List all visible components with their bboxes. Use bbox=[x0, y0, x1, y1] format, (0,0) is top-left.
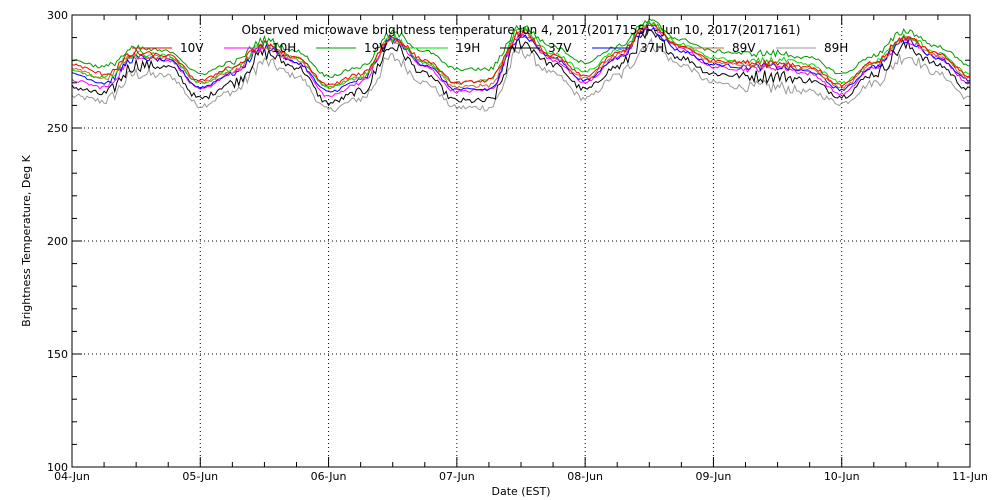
legend: 10V 10H 19V 19H 37V 37H 89V 89H bbox=[132, 41, 848, 55]
y-tick-label: 150 bbox=[47, 348, 68, 361]
y-tick-label: 300 bbox=[47, 9, 68, 22]
x-tick-label: 07-Jun bbox=[439, 470, 475, 483]
x-tick-label: 04-Jun bbox=[54, 470, 90, 483]
y-tick-label: 250 bbox=[47, 122, 68, 135]
y-tick-label: 200 bbox=[47, 235, 68, 248]
series-line-10v bbox=[71, 24, 971, 87]
series-line-89v bbox=[71, 21, 971, 90]
legend-label-10v: 10V bbox=[180, 41, 204, 55]
x-tick-label: 11-Jun bbox=[952, 470, 988, 483]
series-line-89h bbox=[71, 37, 971, 113]
legend-label-89v: 89V bbox=[732, 41, 756, 55]
series-line-19v bbox=[71, 18, 971, 78]
legend-label-19v: 19V bbox=[364, 41, 388, 55]
x-tick-label: 10-Jun bbox=[824, 470, 860, 483]
series-line-37h bbox=[71, 26, 971, 93]
x-tick-label: 08-Jun bbox=[567, 470, 603, 483]
legend-label-37h: 37H bbox=[640, 41, 664, 55]
x-tick-label: 06-Jun bbox=[311, 470, 347, 483]
x-tick-label: 05-Jun bbox=[182, 470, 218, 483]
y-tick-label: 100 bbox=[47, 461, 68, 474]
chart-title: Observed microwave brightness temperatur… bbox=[242, 23, 801, 37]
y-axis-label: Brightness Temperature, Deg K bbox=[20, 154, 33, 326]
axis-ticks: 100 150 200 250 300 04-Jun 05-Jun 06-Jun 07-Jun 0… bbox=[47, 9, 988, 483]
legend-label-10h: 10H bbox=[272, 41, 296, 55]
grid-lines bbox=[72, 15, 970, 467]
x-tick-label: 09-Jun bbox=[696, 470, 732, 483]
legend-label-19h: 19H bbox=[456, 41, 480, 55]
legend-label-89h: 89H bbox=[824, 41, 848, 55]
legend-label-37v: 37V bbox=[548, 41, 572, 55]
x-axis-label: Date (EST) bbox=[491, 485, 550, 498]
